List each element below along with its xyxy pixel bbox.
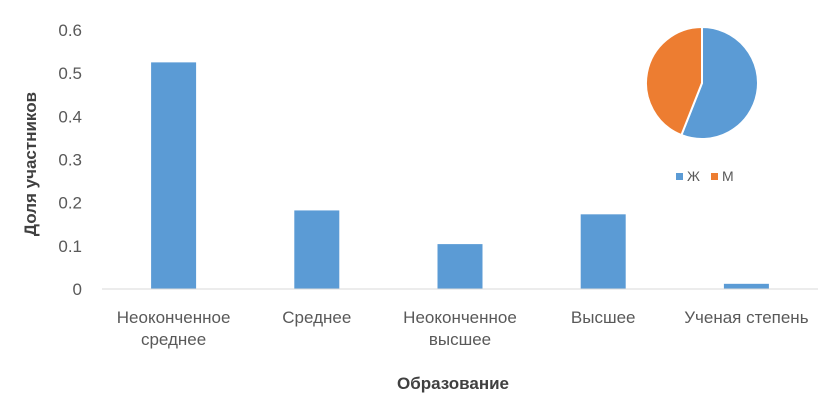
bar-series bbox=[151, 62, 769, 289]
y-tick-label: 0.6 bbox=[58, 21, 82, 40]
x-category-label: Неоконченное высшее bbox=[403, 308, 517, 349]
pie-slice bbox=[680, 25, 759, 140]
y-tick-label: 0.3 bbox=[58, 151, 82, 170]
bar bbox=[151, 62, 197, 289]
pie-slice bbox=[645, 25, 703, 137]
y-tick-label: 0.4 bbox=[58, 107, 82, 126]
legend-label: М bbox=[722, 168, 734, 184]
bar bbox=[723, 283, 769, 289]
pie-chart bbox=[645, 25, 759, 140]
y-tick-label: 0.1 bbox=[58, 237, 82, 256]
y-axis-ticks: 0 0.1 0.2 0.3 0.4 0.5 0.6 bbox=[58, 21, 82, 299]
bar bbox=[294, 210, 340, 289]
y-axis-title: Доля участников bbox=[21, 92, 40, 236]
bar bbox=[437, 244, 483, 289]
legend-swatch bbox=[711, 173, 718, 180]
y-tick-label: 0 bbox=[73, 280, 82, 299]
y-tick-label: 0.2 bbox=[58, 194, 82, 213]
x-category-label: Высшее bbox=[571, 308, 636, 327]
x-category-label: Среднее bbox=[282, 308, 351, 327]
x-category-label: Неоконченное среднее bbox=[117, 308, 231, 349]
x-category-label: Ученая степень bbox=[684, 308, 808, 327]
legend-swatch bbox=[676, 173, 683, 180]
y-tick-label: 0.5 bbox=[58, 64, 82, 83]
x-axis-title: Образование bbox=[397, 374, 509, 393]
bar bbox=[580, 214, 626, 289]
x-axis-categories: Неоконченное среднее Среднее Неоконченное вы… bbox=[117, 308, 809, 349]
legend-label: Ж bbox=[687, 168, 700, 184]
